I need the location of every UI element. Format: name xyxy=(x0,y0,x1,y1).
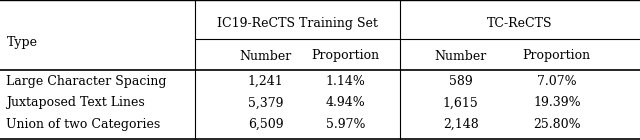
Text: Number: Number xyxy=(435,50,487,62)
Text: 589: 589 xyxy=(449,75,473,88)
Text: Juxtaposed Text Lines: Juxtaposed Text Lines xyxy=(6,96,145,109)
Text: 7.07%: 7.07% xyxy=(537,75,577,88)
Text: 6,509: 6,509 xyxy=(248,118,284,131)
Text: Union of two Categories: Union of two Categories xyxy=(6,118,161,131)
Text: TC-ReCTS: TC-ReCTS xyxy=(487,17,553,30)
Text: 19.39%: 19.39% xyxy=(533,96,580,109)
Text: 5.97%: 5.97% xyxy=(326,118,365,131)
Text: Number: Number xyxy=(239,50,292,62)
Text: Type: Type xyxy=(6,36,37,49)
Text: 1,615: 1,615 xyxy=(443,96,479,109)
Text: IC19-ReCTS Training Set: IC19-ReCTS Training Set xyxy=(217,17,378,30)
Text: Large Character Spacing: Large Character Spacing xyxy=(6,75,167,88)
Text: 1.14%: 1.14% xyxy=(326,75,365,88)
Text: 25.80%: 25.80% xyxy=(533,118,580,131)
Text: 1,241: 1,241 xyxy=(248,75,284,88)
Text: 4.94%: 4.94% xyxy=(326,96,365,109)
Text: Proportion: Proportion xyxy=(523,50,591,62)
Text: 2,148: 2,148 xyxy=(443,118,479,131)
Text: Proportion: Proportion xyxy=(312,50,380,62)
Text: 5,379: 5,379 xyxy=(248,96,284,109)
